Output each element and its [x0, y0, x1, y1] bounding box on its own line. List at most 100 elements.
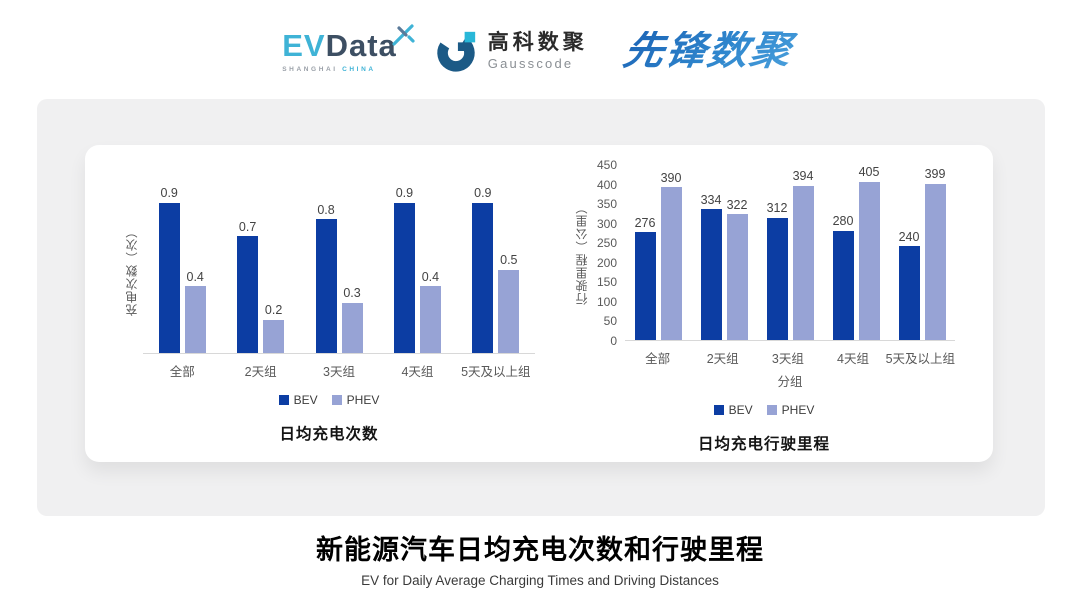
value-label: 390 [660, 170, 682, 185]
bar-phev [263, 319, 285, 353]
bar-wrapper: 334 [700, 192, 722, 340]
value-label: 0.7 [238, 219, 257, 234]
evdata-ev-text: EV [282, 27, 326, 63]
value-label: 240 [898, 229, 920, 244]
bar-phev [184, 286, 206, 353]
evdata-subtext: SHANGHAI CHINA [282, 65, 376, 73]
chart-title: 日均充电次数 [279, 426, 379, 443]
value-label: 312 [766, 201, 788, 216]
gausscode-logo: 高科数聚 Gausscode [433, 28, 588, 74]
bar-wrapper: 0.8 [315, 204, 337, 353]
bar-phev [792, 185, 814, 340]
bar-group: 276 390 [625, 165, 691, 340]
logo-bar: EVData SHANGHAI CHINA 高科数聚 Gausscode [0, 20, 1080, 82]
y-tick-label: 200 [596, 255, 617, 270]
bar-wrapper: 0.5 [498, 254, 520, 353]
chart-panel: 充电次数（次） 0.9 0.4 0.7 0.2 0.8 0.3 0.9 0.4 0.9 0.5 全部 2… [37, 99, 1045, 516]
bar-group: 0.9 0.4 [143, 187, 221, 353]
category-axis: 全部 2天组 3天组 4天组 5天及以上组 [625, 348, 955, 367]
value-label: 399 [924, 167, 946, 182]
gausscode-text: 高科数聚 Gausscode [488, 31, 588, 70]
bar-wrapper: 0.7 [237, 219, 259, 353]
legend: BEV PHEV [278, 393, 379, 407]
value-label: 280 [832, 214, 854, 228]
gausscode-en: Gausscode [487, 55, 574, 71]
plot-area: 充电次数（次） 0.9 0.4 0.7 0.2 0.8 0.3 0.9 0.4 0.9 0.5 全部 2… [123, 187, 535, 380]
legend-swatch [766, 405, 777, 415]
bar-group: 0.7 0.2 [221, 187, 299, 353]
bar-bev [898, 246, 920, 340]
bar-wrapper: 0.3 [341, 286, 363, 353]
value-label: 322 [726, 197, 748, 212]
bar-wrapper: 0.9 [472, 186, 494, 353]
category-label: 5天及以上组 [461, 365, 531, 379]
bar-bev [393, 202, 415, 353]
y-tick-label: 0 [610, 334, 617, 348]
legend-item-phev: PHEV [331, 393, 379, 407]
value-label: 0.4 [186, 269, 204, 284]
category-label: 3天组 [323, 365, 355, 379]
bar-wrapper: 312 [766, 201, 788, 340]
bar-bev [766, 217, 788, 340]
bar-phev [858, 181, 880, 340]
evdata-data-text: Data [325, 27, 397, 63]
value-label: 0.4 [421, 269, 440, 284]
xianfeng-logo: 先锋数聚 [620, 29, 801, 73]
bar-bev [158, 202, 180, 353]
legend-swatch [331, 395, 342, 405]
y-tick-label: 400 [596, 177, 617, 192]
chart-card: 充电次数（次） 0.9 0.4 0.7 0.2 0.8 0.3 0.9 0.4 0.9 0.5 全部 2… [85, 145, 993, 462]
bar-wrapper: 280 [832, 214, 854, 340]
legend-label: BEV [728, 403, 753, 417]
bar-wrapper: 399 [924, 167, 946, 340]
bar-wrapper: 0.4 [184, 269, 206, 353]
bar-group: 0.9 0.4 [378, 187, 456, 353]
bar-group: 0.9 0.5 [457, 187, 535, 353]
category-label: 4天组 [837, 352, 869, 366]
value-label: 405 [858, 165, 880, 180]
bar-groups: 276 390 334 322 312 394 280 405 240 399 [625, 165, 955, 341]
sparkle-icon [392, 23, 415, 46]
bar-wrapper: 405 [858, 165, 880, 340]
bar-group: 334 322 [691, 165, 757, 340]
value-label: 0.9 [474, 186, 492, 201]
gausscode-icon [437, 31, 475, 72]
legend-item-bev: BEV [713, 403, 753, 417]
y-tick-label: 50 [603, 314, 617, 329]
value-label: 334 [700, 192, 722, 207]
value-label: 394 [792, 169, 814, 184]
bar-bev [700, 209, 722, 340]
y-tick-label: 300 [596, 216, 617, 231]
evdata-wordmark: EVData [282, 23, 415, 63]
bar-bev [315, 219, 337, 353]
bar-phev [341, 302, 363, 353]
footer: 新能源汽车日均充电次数和行驶里程 EV for Daily Average Ch… [0, 528, 1080, 588]
main-title: 新能源汽车日均充电次数和行驶里程 [316, 535, 764, 565]
chart-title: 日均充电行驶里程 [697, 436, 830, 453]
category-label: 3天组 [771, 352, 804, 366]
bar-phev [660, 187, 682, 340]
value-label: 0.9 [160, 186, 178, 201]
bar-bev [237, 236, 259, 353]
legend-label: PHEV [781, 403, 815, 417]
bar-bev [472, 202, 494, 353]
y-tick-label: 450 [596, 158, 617, 172]
value-label: 0.3 [343, 286, 361, 301]
plot-column: 276 390 334 322 312 394 280 405 240 399 全部 2天组 3天组 4天… [625, 165, 955, 390]
category-label: 2天组 [706, 352, 739, 366]
main-subtitle: EV for Daily Average Charging Times and … [361, 573, 719, 588]
bar-phev [924, 183, 946, 340]
bar-groups: 0.9 0.4 0.7 0.2 0.8 0.3 0.9 0.4 0.9 0.5 [143, 187, 535, 354]
bar-wrapper: 394 [792, 169, 814, 340]
bar-phev [726, 214, 748, 340]
plot-area: 行驶里程（公里） 0 50 100 150 200 250 300 350 400 450 276 39… [573, 159, 955, 390]
bar-wrapper: 0.4 [419, 269, 441, 353]
bar-bev [634, 232, 656, 340]
bar-wrapper: 0.2 [263, 304, 285, 353]
y-axis-label: 行驶里程（公里） [575, 201, 589, 305]
bar-wrapper: 240 [898, 229, 920, 340]
y-tick-label: 100 [596, 294, 617, 309]
category-axis: 全部 2天组 3天组 4天组 5天及以上组 [143, 361, 535, 380]
bar-phev [419, 286, 441, 353]
